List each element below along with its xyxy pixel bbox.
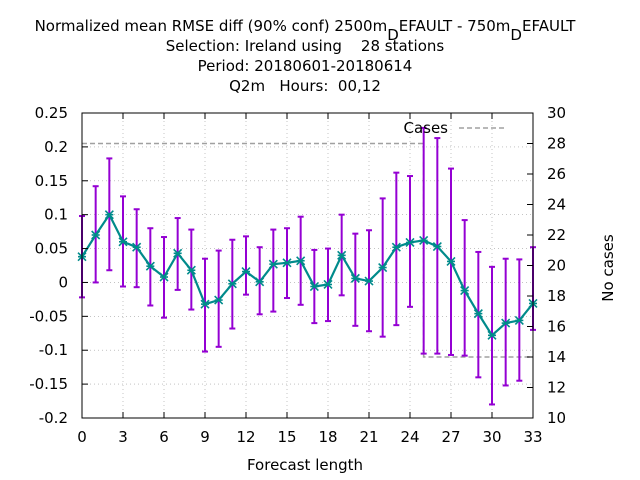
y2-tick-label: 12	[547, 379, 566, 397]
rmse-diff-markers	[77, 210, 538, 340]
x-tick-label: 9	[200, 428, 210, 446]
data-point	[432, 241, 442, 252]
y-tick-label: 0	[58, 273, 68, 291]
data-point	[350, 273, 360, 283]
data-point	[378, 262, 388, 273]
title-line-3: Period: 20180601-20180614	[198, 57, 413, 75]
error-bar	[243, 235, 249, 296]
y-axis-ticks: 0.25 0.2 0.15 0.1 0.05 0 -0.05 -0.1 -0.15 -0.2	[29, 104, 88, 427]
rmse-diff-line	[81, 212, 534, 337]
data-point	[241, 267, 251, 277]
cases-step-line	[82, 142, 533, 358]
data-point	[309, 281, 319, 292]
x-tick-label: 15	[277, 428, 296, 446]
x-tick-label: 30	[482, 428, 501, 446]
data-point	[446, 256, 456, 266]
y2-tick-label: 24	[547, 196, 566, 214]
error-bar	[461, 219, 468, 357]
y-tick-label: 0.25	[35, 104, 68, 122]
x-tick-label: 33	[523, 428, 542, 446]
data-point	[132, 242, 142, 252]
x-tick-label: 6	[159, 428, 169, 446]
y2-tick-label: 16	[547, 318, 566, 336]
y2-tick-label: 18	[547, 287, 566, 305]
legend-label: Cases	[403, 119, 448, 137]
x-tick-label: 0	[77, 428, 87, 446]
y2-tick-label: 30	[547, 104, 566, 122]
data-point	[296, 256, 306, 266]
data-point	[323, 279, 333, 290]
y2-axis-ticks: 30 28 26 24 22 20 18 16 14 12 10	[527, 104, 566, 427]
data-point	[91, 230, 101, 240]
y-tick-label: -0.05	[29, 307, 68, 325]
data-point	[514, 315, 524, 325]
y2-tick-label: 20	[547, 257, 566, 275]
y-tick-label: 0.2	[44, 138, 68, 156]
data-point	[391, 242, 401, 252]
chart-title: Normalized mean RMSE diff (90% conf) 250…	[35, 17, 577, 95]
data-point	[200, 299, 210, 309]
data-point	[214, 295, 224, 305]
rmse-diff-series	[81, 212, 534, 337]
y-tick-label: 0.1	[44, 206, 68, 224]
y2-tick-label: 14	[547, 348, 566, 366]
x-tick-label: 18	[318, 428, 337, 446]
y-tick-label: 0.05	[35, 240, 68, 258]
data-point	[255, 277, 265, 287]
data-point	[364, 276, 374, 286]
cases-series	[82, 142, 533, 358]
data-point	[186, 265, 196, 275]
x-axis-label: Forecast length	[247, 456, 363, 474]
data-point	[145, 261, 155, 271]
y2-tick-label: 28	[547, 135, 566, 153]
x-tick-label: 21	[359, 428, 378, 446]
data-point	[419, 235, 429, 245]
x-tick-label: 3	[118, 428, 128, 446]
data-point	[227, 279, 237, 289]
y2-axis-label: No cases	[599, 234, 617, 302]
y-tick-label: 0.15	[35, 172, 68, 190]
data-point	[460, 286, 470, 296]
x-tick-label: 12	[236, 428, 255, 446]
data-point	[487, 330, 497, 340]
y-tick-label: -0.1	[39, 341, 68, 359]
y2-tick-label: 10	[547, 409, 566, 427]
y-tick-label: -0.2	[39, 409, 68, 427]
title-line-2: Selection: Ireland using 28 stations	[166, 37, 445, 55]
legend: Cases	[403, 119, 505, 137]
x-axis-ticks: 0 3 6 9 12 15 18 21 24 27 30 33	[77, 113, 543, 446]
y-tick-label: -0.15	[29, 375, 68, 393]
data-point	[501, 318, 511, 328]
data-point	[405, 237, 415, 248]
error-bar	[270, 228, 277, 313]
data-point	[337, 250, 347, 260]
x-tick-label: 27	[441, 428, 460, 446]
data-point	[282, 258, 292, 268]
data-point	[159, 272, 169, 282]
error-bar	[352, 232, 359, 327]
x-tick-label: 24	[400, 428, 419, 446]
y2-tick-label: 22	[547, 226, 566, 244]
data-point	[118, 237, 128, 247]
data-point	[473, 309, 483, 319]
data-point	[268, 259, 278, 269]
data-point	[104, 210, 114, 220]
y2-tick-label: 26	[547, 165, 566, 183]
data-point	[173, 248, 183, 258]
title-line-4: Q2m Hours: 00,12	[229, 77, 381, 95]
